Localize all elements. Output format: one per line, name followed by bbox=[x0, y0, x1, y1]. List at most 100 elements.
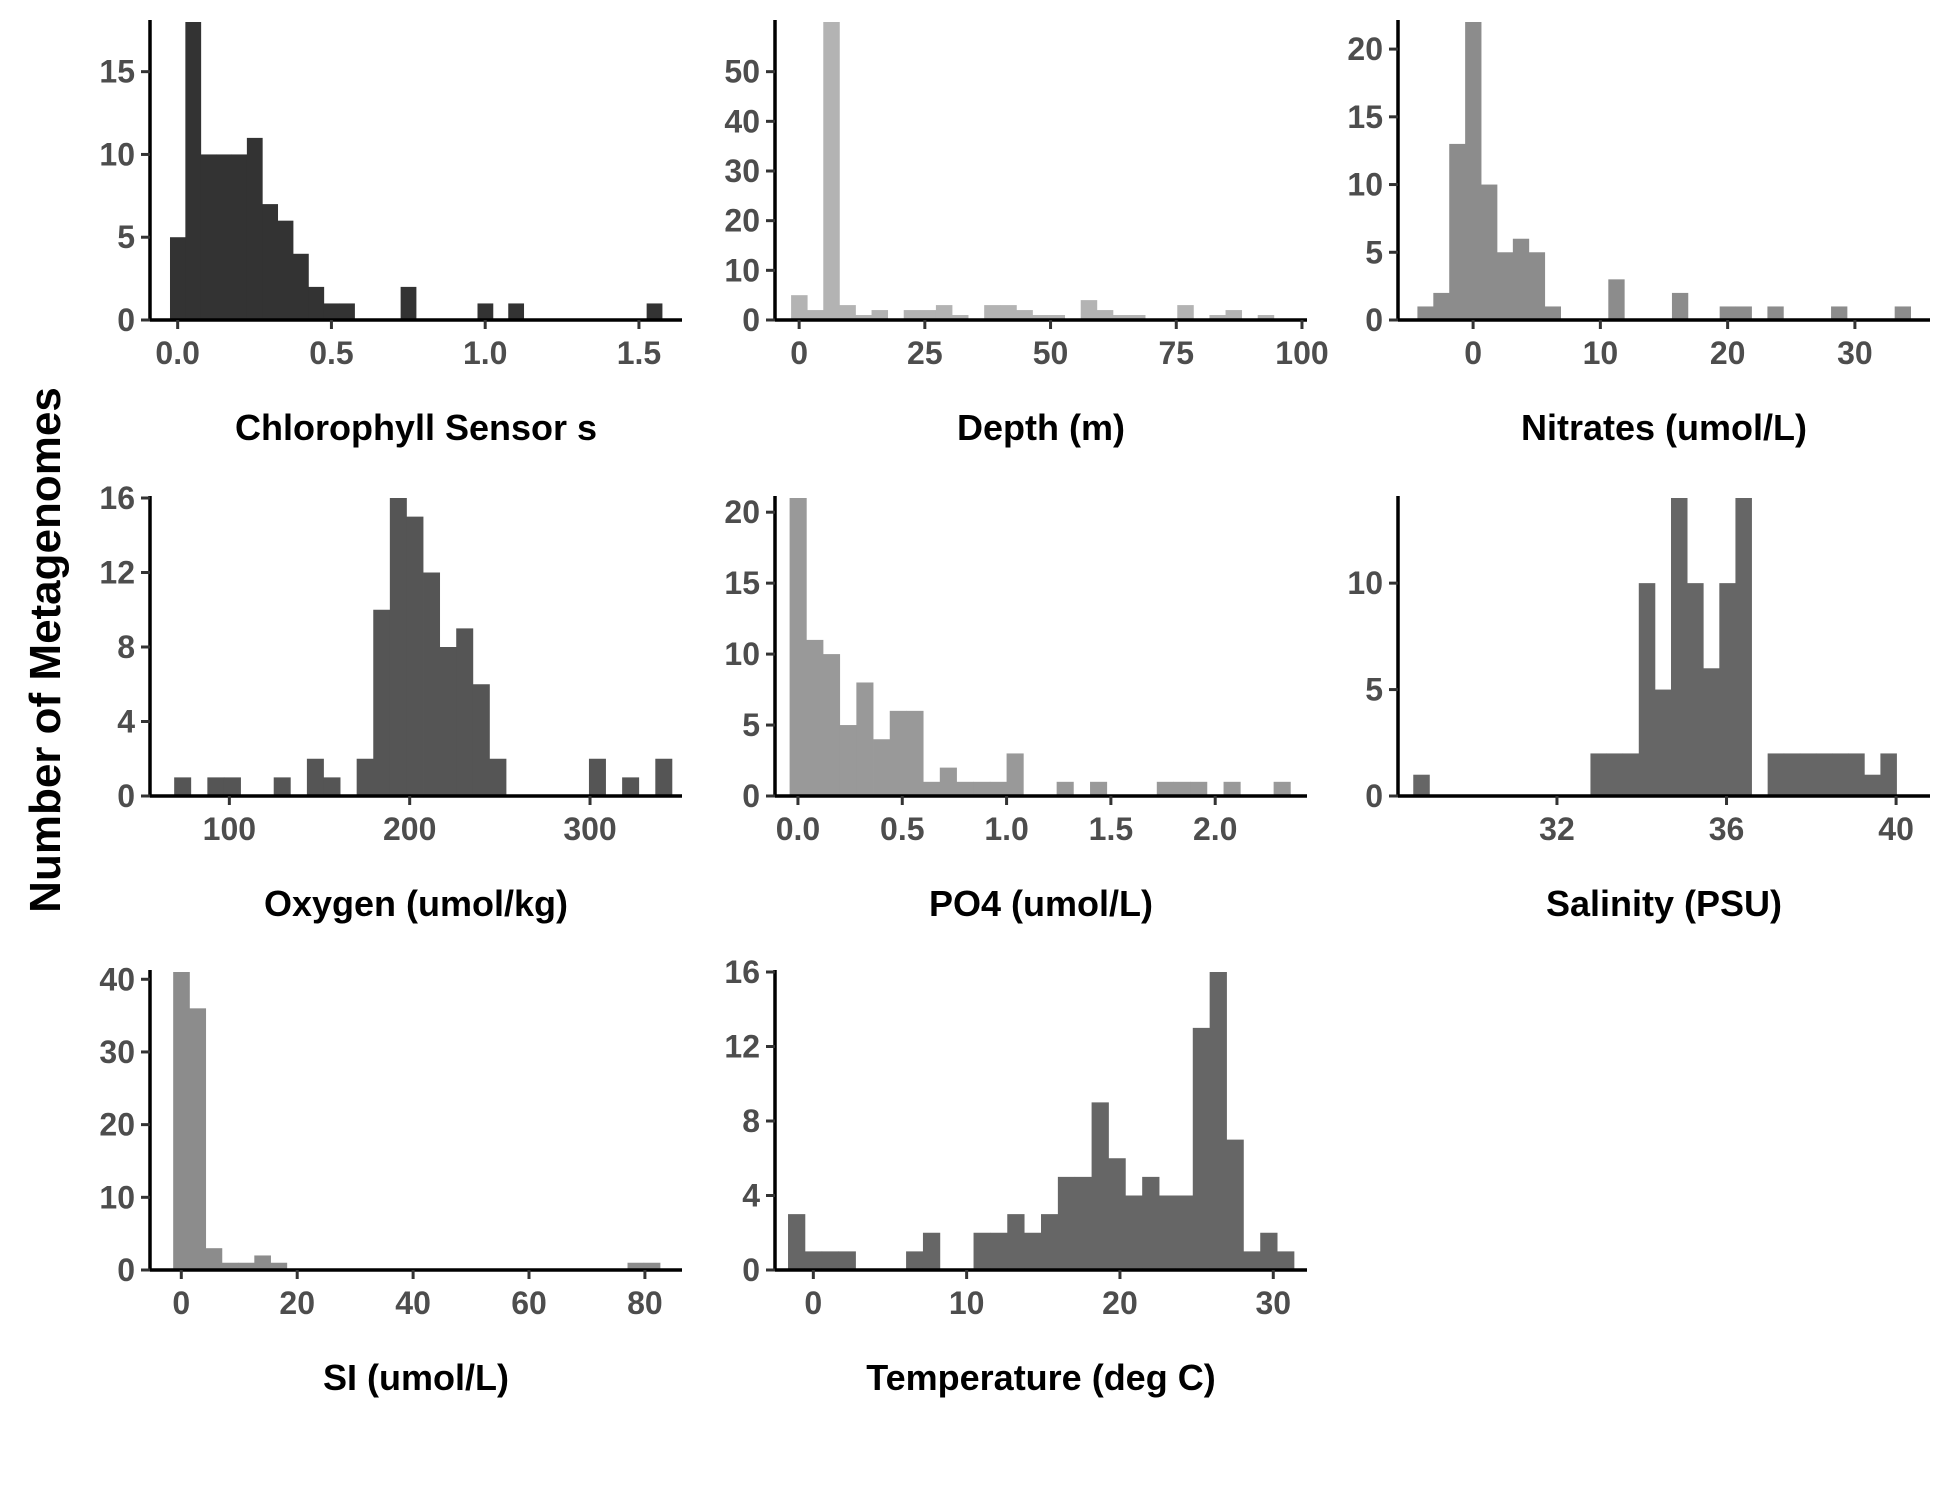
x-tick-label: 20 bbox=[1102, 1285, 1138, 1321]
y-tick-label: 20 bbox=[724, 494, 760, 530]
histogram-bar bbox=[423, 572, 441, 796]
histogram-bar bbox=[856, 682, 874, 796]
histogram-bar bbox=[1848, 753, 1865, 796]
histogram-panel: 0 10 20 30 0 4 8 12 16 Temperature (deg C) bbox=[724, 954, 1307, 1398]
x-tick-label: 30 bbox=[1255, 1285, 1291, 1321]
histogram-bar bbox=[952, 315, 969, 320]
histogram-bar bbox=[1175, 1195, 1194, 1270]
histogram-bar bbox=[973, 1232, 991, 1270]
histogram-bar bbox=[1512, 238, 1530, 320]
histogram-bar bbox=[1687, 583, 1704, 796]
histogram-bar bbox=[1703, 668, 1720, 796]
x-axis-label: Oxygen (umol/kg) bbox=[264, 883, 568, 924]
histogram-bar bbox=[643, 1262, 661, 1270]
y-tick-label: 40 bbox=[724, 103, 760, 139]
histogram-bar bbox=[889, 710, 907, 796]
x-tick-label: 25 bbox=[907, 335, 943, 371]
x-tick-label: 0.0 bbox=[155, 335, 199, 371]
x-tick-label: 200 bbox=[383, 811, 436, 847]
histogram-bar bbox=[323, 777, 341, 797]
histogram-bar bbox=[439, 647, 457, 796]
histogram-bar bbox=[1074, 1176, 1092, 1271]
x-tick-label: 20 bbox=[1710, 335, 1746, 371]
histogram-bar bbox=[1433, 292, 1450, 320]
histogram-bar bbox=[939, 767, 957, 796]
histogram-bar bbox=[873, 739, 891, 796]
y-tick-label: 5 bbox=[742, 707, 760, 743]
histogram-bar bbox=[1112, 315, 1130, 320]
y-tick-label: 5 bbox=[1365, 234, 1383, 270]
y-tick-label: 16 bbox=[99, 480, 135, 516]
histogram-bar bbox=[216, 154, 232, 320]
y-tick-label: 0 bbox=[742, 302, 760, 338]
x-tick-label: 50 bbox=[1033, 335, 1069, 371]
histogram-bar bbox=[238, 1262, 255, 1270]
histogram-bar bbox=[1091, 1102, 1109, 1271]
y-tick-label: 4 bbox=[117, 704, 135, 740]
histogram-bar bbox=[400, 286, 417, 320]
x-tick-label: 0 bbox=[172, 1285, 190, 1321]
histogram-bar bbox=[823, 22, 840, 320]
y-tick-label: 20 bbox=[99, 1107, 135, 1143]
histogram-bar bbox=[1090, 781, 1108, 796]
histogram-panel: 0.0 0.5 1.0 1.5 0 5 10 15 Chlorophyll Sensor s bbox=[99, 20, 682, 448]
x-axis-label: Salinity (PSU) bbox=[1546, 883, 1782, 924]
histogram-bar bbox=[1735, 498, 1752, 796]
histogram-bar bbox=[189, 1008, 207, 1270]
histogram-bar bbox=[1638, 583, 1656, 796]
x-axis-label: PO4 (umol/L) bbox=[929, 883, 1153, 924]
y-tick-label: 0 bbox=[117, 778, 135, 814]
x-tick-label: 100 bbox=[203, 811, 256, 847]
histogram-panel: 100 200 300 0 4 8 12 16 Oxygen (umol/kg) bbox=[99, 480, 682, 924]
histogram-bar bbox=[822, 654, 841, 796]
histogram-bar bbox=[956, 781, 974, 796]
x-tick-label: 1.5 bbox=[1089, 811, 1133, 847]
y-tick-label: 0 bbox=[117, 1252, 135, 1288]
histogram-panel: 32 36 40 0 5 10 Salinity (PSU) bbox=[1347, 496, 1930, 924]
histogram-bar bbox=[270, 1262, 288, 1270]
histogram-bar bbox=[207, 777, 225, 797]
y-tick-label: 8 bbox=[742, 1103, 760, 1139]
histogram-bar bbox=[1048, 315, 1066, 320]
histogram-panel: 0.0 0.5 1.0 1.5 2.0 0 5 10 15 20 PO4 (umol/L) bbox=[724, 494, 1307, 924]
histogram-bar bbox=[356, 758, 374, 796]
histogram-bar bbox=[984, 305, 1001, 320]
x-tick-label: 60 bbox=[511, 1285, 547, 1321]
x-tick-label: 0 bbox=[1464, 335, 1482, 371]
histogram-panel: 0 25 50 75 100 0 10 20 30 40 50 Depth (m) bbox=[724, 20, 1329, 448]
y-axis-label: Number of Metagenomes bbox=[21, 387, 70, 913]
y-tick-label: 10 bbox=[99, 1179, 135, 1215]
histogram-bar bbox=[246, 137, 263, 320]
histogram-bar bbox=[627, 1262, 645, 1270]
y-tick-label: 10 bbox=[724, 636, 760, 672]
x-tick-label: 100 bbox=[1275, 335, 1328, 371]
histogram-bar bbox=[1243, 1251, 1261, 1271]
x-tick-label: 0.0 bbox=[776, 811, 820, 847]
histogram-bar bbox=[477, 303, 494, 320]
histogram-bar bbox=[922, 1232, 941, 1270]
histogram-bar bbox=[1832, 753, 1849, 796]
histogram-bar bbox=[1260, 1232, 1278, 1270]
histogram-panel: 0 20 40 60 80 0 10 20 30 40 SI (umol/L) bbox=[99, 961, 682, 1398]
histogram-bar bbox=[221, 1262, 239, 1270]
histogram-bar bbox=[339, 303, 355, 320]
histogram-bar bbox=[903, 310, 921, 320]
histogram-bar bbox=[807, 310, 824, 320]
histogram-bar bbox=[1142, 1176, 1160, 1271]
y-tick-label: 20 bbox=[1347, 31, 1383, 67]
histogram-bar bbox=[456, 628, 474, 797]
histogram-bar bbox=[508, 303, 525, 320]
histogram-bar bbox=[1670, 498, 1688, 796]
x-tick-label: 10 bbox=[949, 1285, 985, 1321]
histogram-bar bbox=[1080, 300, 1098, 320]
x-axis-label: Nitrates (umol/L) bbox=[1521, 407, 1807, 448]
y-tick-label: 0 bbox=[1365, 778, 1383, 814]
histogram-bar bbox=[821, 1251, 840, 1271]
histogram-bar bbox=[1024, 1232, 1042, 1270]
histogram-bar bbox=[223, 777, 241, 797]
y-tick-label: 30 bbox=[724, 153, 760, 189]
histogram-bar bbox=[406, 516, 424, 797]
x-tick-label: 0 bbox=[790, 335, 808, 371]
histogram-bar bbox=[1831, 306, 1848, 320]
